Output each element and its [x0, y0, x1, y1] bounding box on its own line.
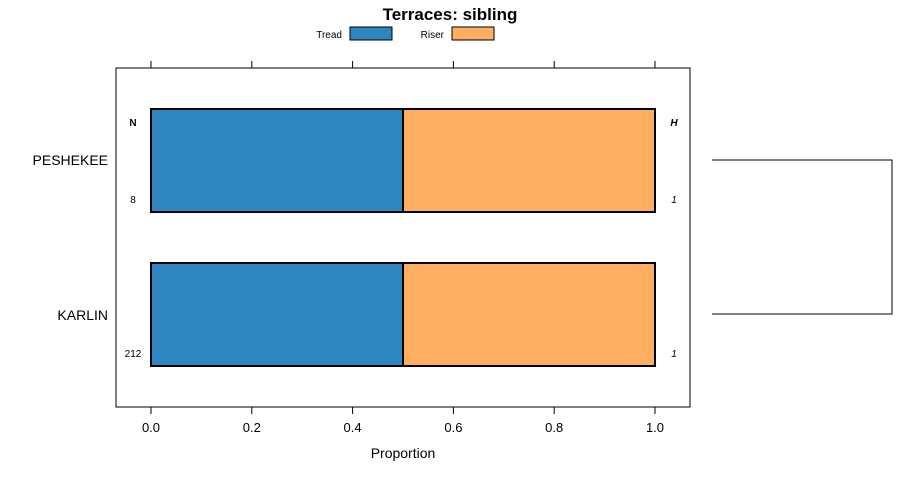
bar-peshekee-riser — [402, 108, 656, 213]
plot-frame — [115, 67, 691, 408]
dendrogram — [712, 159, 893, 315]
x-tick-label: 0.8 — [545, 420, 563, 435]
x-tick-labels: 0.0 0.2 0.4 0.6 0.8 1.0 — [142, 420, 664, 435]
bars — [150, 108, 656, 367]
x-tick-label: 0.2 — [243, 420, 261, 435]
legend: Tread Riser — [316, 26, 495, 41]
x-tick-label: 0.0 — [142, 420, 160, 435]
bar-peshekee-tread — [150, 108, 404, 213]
h-value-peshekee: 1 — [671, 195, 677, 206]
h-column-header: H — [670, 118, 678, 129]
bar-karlin-riser — [402, 262, 656, 367]
n-column-header: N — [129, 118, 136, 129]
legend-label-tread: Tread — [316, 30, 342, 41]
x-axis-label: Proportion — [371, 445, 436, 461]
n-value-peshekee: 8 — [130, 195, 136, 206]
legend-swatch-tread — [349, 26, 393, 41]
x-axis — [150, 61, 656, 414]
bar-karlin-tread — [150, 262, 404, 367]
x-tick-label: 0.6 — [444, 420, 462, 435]
category-label-karlin: KARLIN — [57, 307, 108, 323]
legend-swatch-riser — [451, 26, 495, 41]
h-value-karlin: 1 — [671, 349, 677, 360]
n-value-karlin: 212 — [125, 349, 142, 360]
category-label-peshekee: PESHEKEE — [33, 152, 108, 168]
legend-label-riser: Riser — [421, 30, 445, 41]
x-tick-label: 1.0 — [646, 420, 664, 435]
x-tick-label: 0.4 — [344, 420, 362, 435]
chart-title: Terraces: sibling — [383, 5, 518, 24]
